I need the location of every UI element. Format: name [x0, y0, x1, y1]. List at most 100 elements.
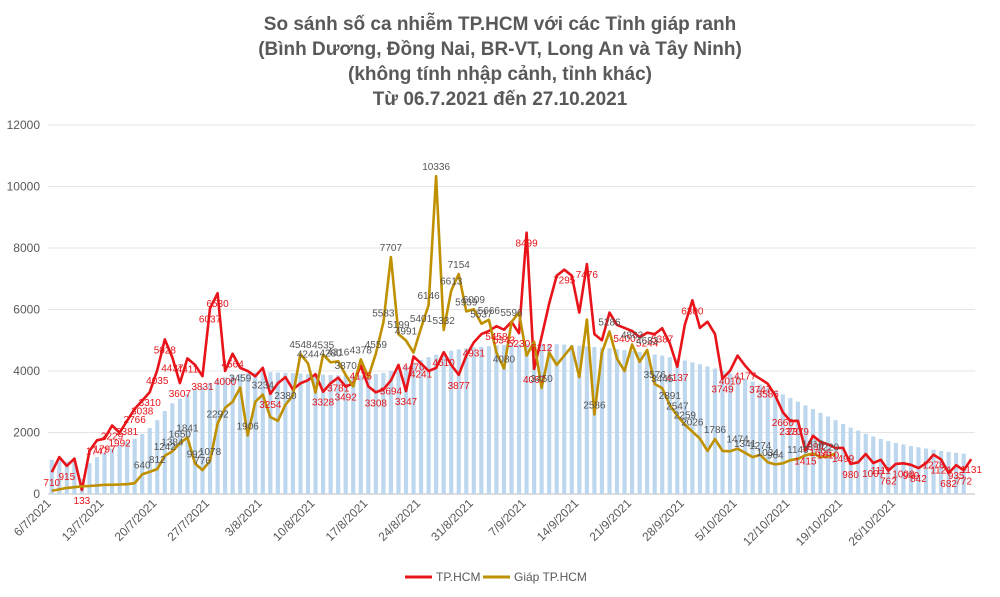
x-tick-label: 21/9/2021: [587, 496, 635, 544]
background-bar: [57, 460, 62, 494]
data-label-giap: 6146: [417, 291, 440, 302]
data-label-tphcm: 4437: [161, 364, 184, 375]
background-bar: [727, 373, 733, 494]
background-bar: [622, 350, 627, 494]
data-label-tphcm: 5458: [485, 332, 508, 343]
background-bar: [207, 382, 213, 494]
background-bar: [260, 372, 265, 494]
background-bar: [132, 438, 137, 494]
background-bar: [418, 359, 424, 494]
x-tick-label: 20/7/2021: [112, 496, 160, 544]
background-bar: [321, 374, 326, 494]
background-bar: [230, 375, 235, 494]
data-label-giap: 1242: [154, 442, 177, 453]
data-label-tphcm: 2660: [772, 418, 795, 429]
data-label-tphcm: 710: [43, 478, 60, 489]
data-label-tphcm: 1610: [817, 450, 840, 461]
y-tick-label: 4000: [13, 364, 40, 378]
background-bar: [554, 344, 559, 494]
background-bar: [637, 351, 642, 494]
background-bar: [833, 420, 838, 494]
background-bar: [705, 366, 710, 494]
x-tick-label: 5/10/2021: [692, 496, 740, 544]
background-bar: [373, 374, 378, 494]
x-tick-label: 17/8/2021: [323, 496, 371, 544]
data-label-giap: 2259: [674, 411, 697, 422]
data-label-tphcm: 1747: [86, 446, 109, 457]
background-bar: [577, 345, 582, 494]
data-label-giap: 5537: [470, 310, 493, 321]
series-lines: [50, 174, 973, 493]
background-bar: [871, 436, 876, 494]
background-bar: [630, 351, 635, 494]
background-bar: [464, 348, 469, 494]
data-label-tphcm: 4564: [222, 360, 245, 371]
y-tick-label: 6000: [13, 303, 40, 317]
data-label-giap: 3234: [252, 381, 275, 392]
data-label-giap: 1078: [199, 447, 222, 458]
background-bar: [931, 449, 936, 494]
background-bar: [441, 352, 446, 494]
x-tick-label: 19/10/2021: [793, 496, 846, 549]
y-tick-label: 12000: [7, 118, 41, 132]
data-label-tphcm: 762: [880, 477, 897, 488]
background-bar: [102, 452, 107, 494]
background-bar: [750, 381, 755, 494]
background-bar: [396, 368, 401, 494]
background-bar: [954, 452, 959, 494]
background-bar: [403, 365, 409, 494]
data-label-giap: 6613: [440, 277, 463, 288]
background-bar: [584, 346, 589, 494]
background-bar: [87, 463, 92, 494]
data-label-giap: 2547: [666, 402, 689, 413]
data-label-giap: 776: [194, 456, 211, 467]
data-label-tphcm: 4177: [734, 372, 757, 383]
data-label-tphcm: 2229: [101, 431, 124, 442]
data-label-giap: 4559: [365, 340, 388, 351]
data-label-giap: 1786: [704, 425, 727, 436]
data-label-giap: 4863: [621, 330, 644, 341]
background-bar: [298, 373, 303, 494]
data-label-giap: 3445: [651, 374, 674, 385]
background-bar: [426, 357, 431, 494]
background-bar: [283, 372, 288, 494]
y-tick-label: 0: [33, 487, 40, 501]
background-bar: [908, 446, 914, 494]
background-bar: [170, 403, 175, 494]
background-bar: [501, 344, 507, 494]
background-bar: [192, 389, 198, 494]
background-bar: [147, 427, 152, 494]
data-label-giap: 5596: [500, 308, 523, 319]
background-bar: [366, 374, 371, 494]
background-bar: [268, 372, 273, 494]
data-label-giap: 812: [149, 455, 166, 466]
data-label-tphcm: 3308: [365, 398, 388, 409]
background-bar: [336, 375, 341, 494]
background-bar: [607, 348, 612, 494]
background-bar: [682, 360, 687, 494]
data-label-giap: 1384: [161, 437, 184, 448]
background-bar: [381, 372, 386, 494]
x-tick-label: 6/7/2021: [11, 496, 54, 539]
background-bar: [712, 368, 718, 494]
background-bar: [434, 354, 439, 494]
data-label-giap: 1474: [726, 435, 749, 446]
x-tick-label: 28/9/2021: [639, 496, 687, 544]
background-bar: [64, 461, 69, 494]
background-bar: [117, 444, 122, 494]
background-bar: [185, 394, 190, 494]
background-bar: [848, 427, 853, 494]
background-bar: [479, 346, 484, 494]
data-label-giap: 5583: [372, 308, 395, 319]
data-label-giap: 1318: [802, 439, 825, 450]
background-bar: [215, 379, 220, 494]
background-bar: [667, 357, 672, 494]
x-tick-label: 10/8/2021: [270, 496, 318, 544]
x-tick-label: 24/8/2021: [376, 496, 424, 544]
background-bar: [916, 447, 921, 494]
data-label-tphcm: 949: [903, 471, 920, 482]
background-bar: [109, 448, 115, 494]
background-bar: [652, 354, 657, 494]
data-label-tphcm: 5112: [531, 343, 553, 354]
